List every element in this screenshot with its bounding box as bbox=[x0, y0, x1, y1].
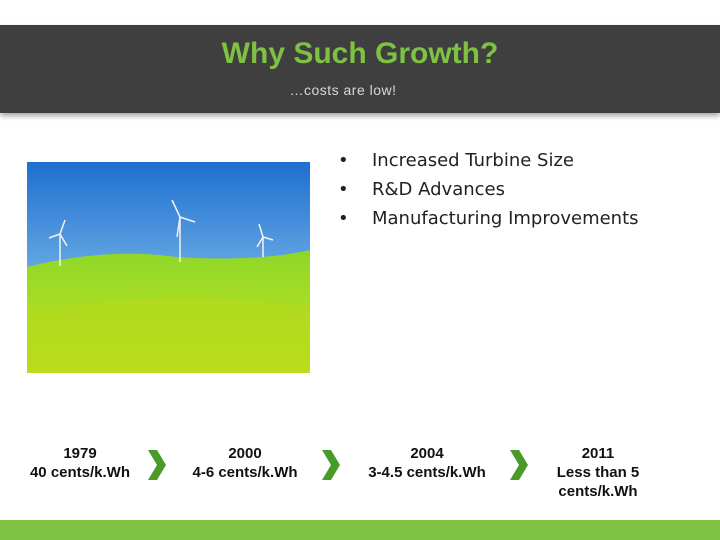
wind-farm-photo bbox=[27, 162, 310, 373]
cost: 3-4.5 cents/k.Wh bbox=[368, 464, 486, 481]
cost: Less than 5 cents/k.Wh bbox=[556, 464, 640, 500]
bullet-list: Increased Turbine SizeR&D AdvancesManufa… bbox=[336, 146, 639, 233]
footer-bar bbox=[0, 520, 720, 540]
subtitle: …costs are low! bbox=[289, 82, 397, 98]
timeline-item: 2004 3-4.5 cents/k.Wh bbox=[362, 444, 492, 482]
title: Why Such Growth? bbox=[221, 37, 499, 70]
timeline-item: 1979 40 cents/k.Wh bbox=[15, 444, 145, 482]
chevron bbox=[510, 450, 528, 480]
year: 2004 bbox=[410, 445, 444, 462]
year: 2011 bbox=[581, 445, 615, 462]
chevron bbox=[148, 450, 166, 480]
cost: 4-6 cents/k.Wh bbox=[192, 464, 298, 481]
year: 2000 bbox=[228, 445, 262, 462]
bullet: R&D Advances bbox=[336, 175, 639, 204]
header-bar: Why Such Growth? …costs are low! bbox=[0, 25, 720, 113]
timeline-item: 2011 Less than 5 cents/k.Wh bbox=[543, 444, 653, 501]
timeline-item: 2000 4-6 cents/k.Wh bbox=[180, 444, 310, 482]
cost: 40 cents/k.Wh bbox=[29, 464, 131, 481]
chevron bbox=[322, 450, 340, 480]
bullet: Increased Turbine Size bbox=[336, 146, 639, 175]
year: 1979 bbox=[63, 445, 97, 462]
bullet: Manufacturing Improvements bbox=[336, 204, 639, 233]
